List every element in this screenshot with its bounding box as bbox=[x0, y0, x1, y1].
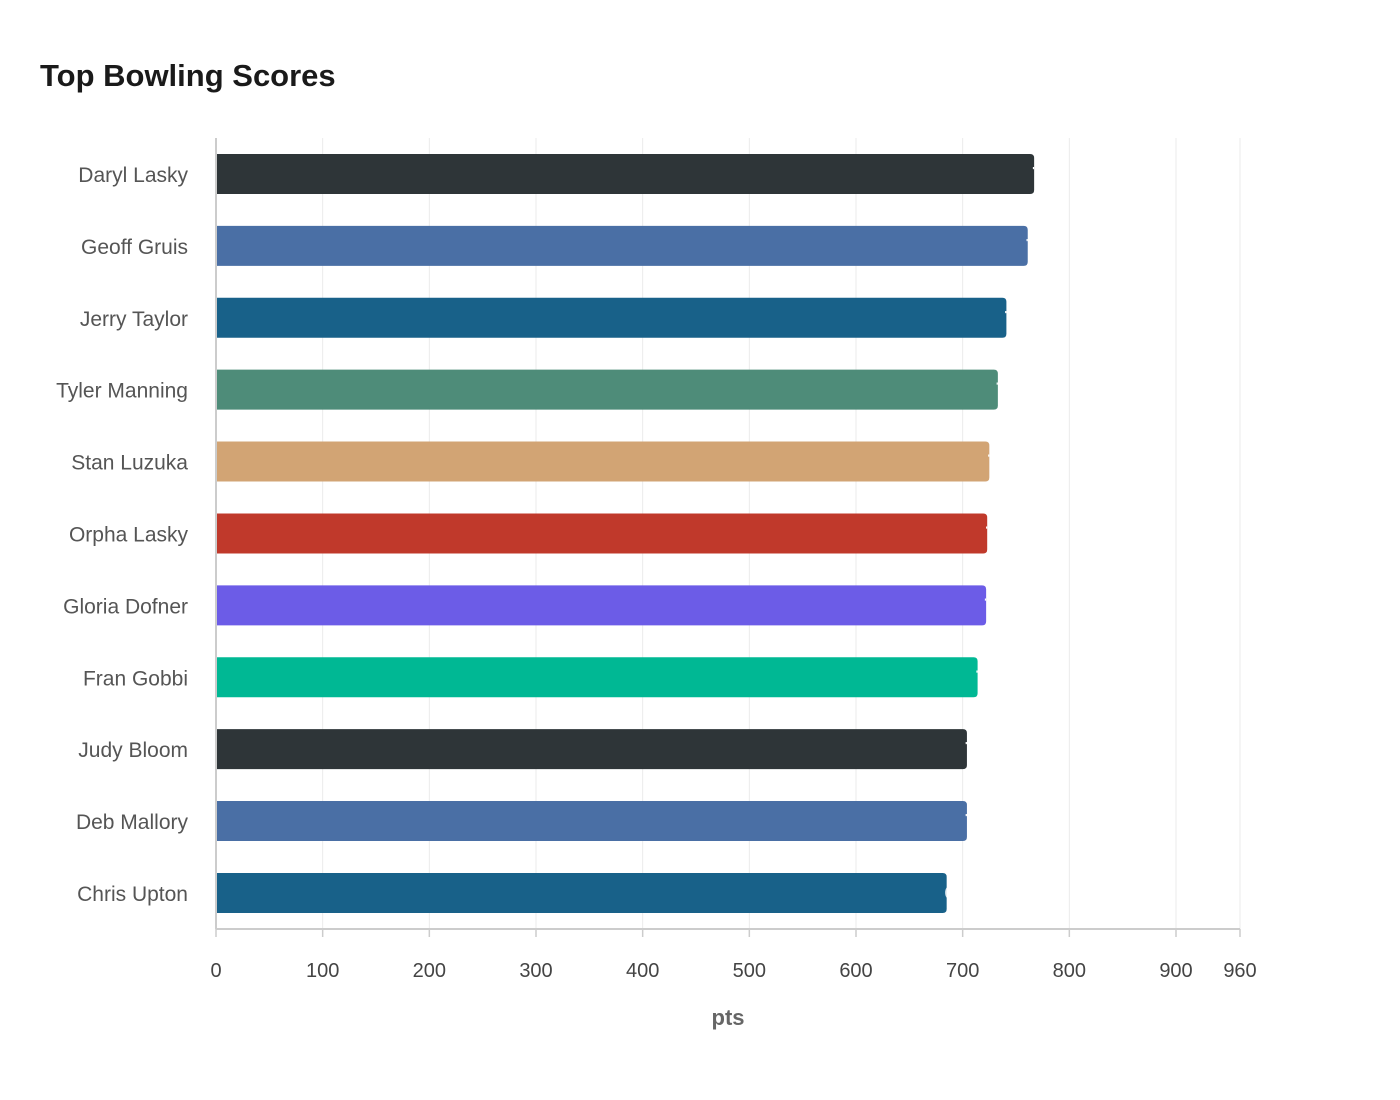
category-label: Jerry Taylor bbox=[80, 308, 188, 331]
x-tick-label: 960 bbox=[1223, 960, 1256, 982]
bar bbox=[216, 441, 990, 482]
chart-title: Top Bowling Scores bbox=[40, 58, 336, 93]
bar-value-label: 767 bbox=[1032, 164, 1062, 184]
bar-value-label: 704 bbox=[965, 811, 995, 831]
bar-value-label: 685 bbox=[945, 883, 975, 903]
category-label: Tyler Manning bbox=[56, 380, 188, 403]
category-labels: Daryl Lasky Geoff Gruis Jerry Taylor Tyler … bbox=[56, 164, 188, 906]
bar bbox=[216, 872, 947, 913]
bar bbox=[216, 657, 978, 698]
x-axis: 0 100 200 300 400 500 600 700 800 900 960 bbox=[210, 138, 1257, 982]
category-label: Gloria Dofner bbox=[63, 595, 188, 618]
category-label: Daryl Lasky bbox=[78, 164, 188, 187]
x-axis-title: pts bbox=[712, 1005, 745, 1030]
x-tick-label: 700 bbox=[946, 960, 979, 982]
x-tick-label: 400 bbox=[626, 960, 659, 982]
x-tick-label: 200 bbox=[413, 960, 446, 982]
category-label: Fran Gobbi bbox=[83, 667, 188, 690]
x-tick-label: 500 bbox=[733, 960, 766, 982]
bar-value-label: 714 bbox=[976, 667, 1006, 687]
x-tick-label: 300 bbox=[519, 960, 552, 982]
bars: 767 761 741 733 725 723 722 714 704 704 685 bbox=[216, 153, 1062, 913]
x-tick-label: 900 bbox=[1159, 960, 1192, 982]
bar bbox=[216, 585, 987, 626]
bar bbox=[216, 801, 967, 842]
bar bbox=[216, 729, 967, 770]
x-tick-label: 100 bbox=[306, 960, 339, 982]
x-tick-label: 600 bbox=[839, 960, 872, 982]
category-label: Chris Upton bbox=[77, 883, 188, 906]
bar bbox=[216, 297, 1007, 338]
category-label: Orpha Lasky bbox=[69, 523, 189, 546]
bar bbox=[216, 513, 988, 554]
bar-value-label: 722 bbox=[984, 595, 1014, 615]
x-tick-label: 800 bbox=[1053, 960, 1086, 982]
bar-value-label: 725 bbox=[987, 452, 1017, 472]
bar-value-label: 741 bbox=[1004, 308, 1034, 328]
bar bbox=[216, 225, 1028, 266]
bar-value-label: 761 bbox=[1026, 236, 1056, 256]
bar-value-label: 704 bbox=[965, 739, 995, 759]
category-label: Judy Bloom bbox=[78, 739, 188, 762]
category-label: Deb Mallory bbox=[76, 811, 189, 834]
category-label: Stan Luzuka bbox=[71, 452, 188, 475]
bar-value-label: 733 bbox=[996, 380, 1026, 400]
bar-value-label: 723 bbox=[985, 523, 1015, 543]
bar bbox=[216, 153, 1035, 194]
x-tick-label: 0 bbox=[210, 960, 221, 982]
category-label: Geoff Gruis bbox=[81, 236, 188, 259]
bar bbox=[216, 369, 998, 410]
